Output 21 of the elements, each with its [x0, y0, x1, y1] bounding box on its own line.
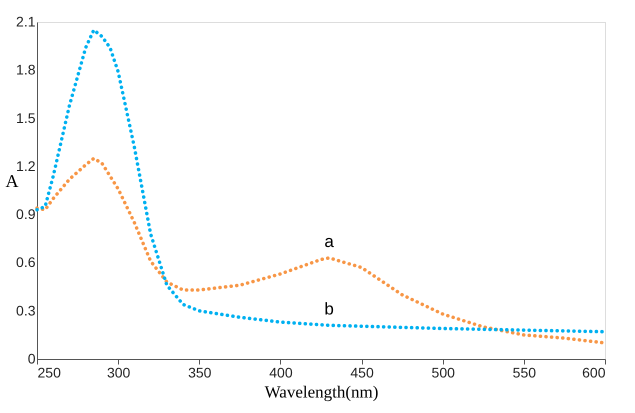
y-axis-title: A [6, 171, 19, 191]
y-tick-label: 0.9 [16, 206, 36, 222]
y-tick-label: 1.2 [16, 158, 36, 174]
y-tick-label: 0.6 [16, 254, 36, 270]
y-tick-label: 0 [28, 350, 36, 366]
x-tick-label: 450 [350, 364, 374, 380]
y-tick-label: 1.8 [16, 62, 36, 78]
annotation: b [324, 299, 334, 318]
x-tick-label: 300 [106, 364, 131, 380]
line-series [35, 28, 607, 334]
x-tick-label: 550 [512, 364, 536, 380]
x-tick-label: 400 [269, 364, 293, 380]
x-tick-label: 500 [432, 364, 456, 380]
x-tick-label: 250 [38, 364, 62, 380]
x-axis-title: Wavelength(nm) [264, 382, 378, 402]
annotation: a [324, 232, 334, 251]
x-tick-label: 350 [188, 364, 212, 380]
y-tick-label: 1.5 [16, 110, 36, 126]
y-tick-label: 0.3 [16, 302, 36, 318]
y-tick-label: 2.1 [16, 14, 36, 30]
x-tick-label: 600 [582, 364, 606, 380]
